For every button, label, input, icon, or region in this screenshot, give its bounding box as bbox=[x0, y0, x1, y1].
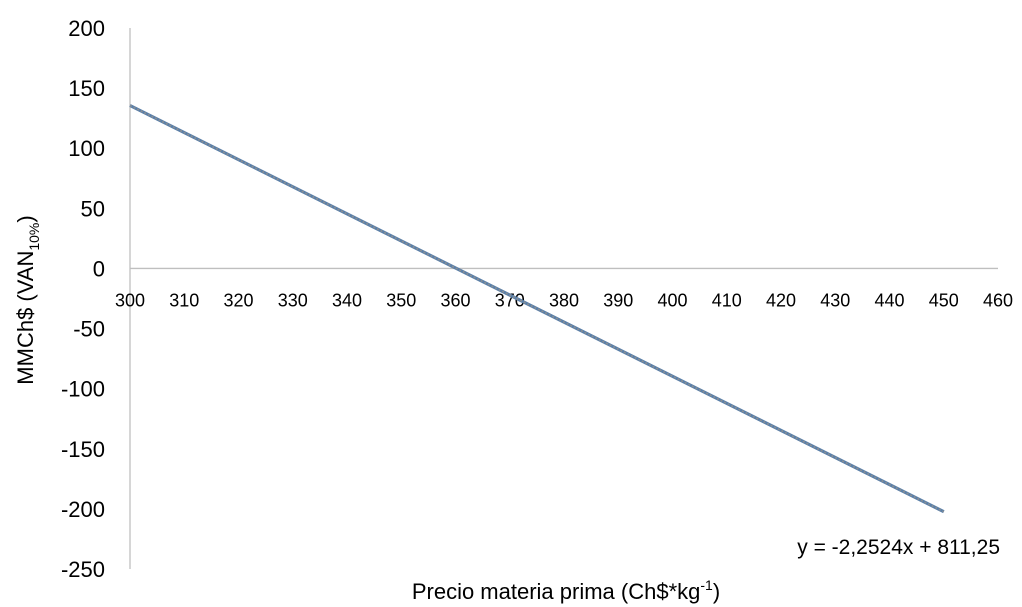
y-tick-label: 0 bbox=[93, 256, 105, 281]
y-tick-label: 50 bbox=[81, 196, 105, 221]
x-tick-label: 370 bbox=[495, 290, 525, 310]
x-tick-label: 460 bbox=[983, 290, 1013, 310]
y-tick-label: 150 bbox=[68, 76, 105, 101]
y-tick-label: -100 bbox=[61, 377, 105, 402]
x-tick-label: 310 bbox=[169, 290, 199, 310]
x-axis-title-end: ) bbox=[713, 579, 720, 604]
x-axis-title-sup: -1 bbox=[700, 577, 713, 593]
x-tick-label: 360 bbox=[440, 290, 470, 310]
x-axis-title: Precio materia prima (Ch$*kg-1) bbox=[412, 577, 720, 604]
y-tick-label: -150 bbox=[61, 437, 105, 462]
trendline-equation: y = -2,2524x + 811,25 bbox=[797, 536, 1000, 559]
x-tick-label: 300 bbox=[115, 290, 145, 310]
y-axis-title-sub: 10% bbox=[26, 223, 42, 251]
y-axis-title: MMCh$ (VAN10%) bbox=[13, 215, 42, 384]
y-tick-label: -250 bbox=[61, 557, 105, 582]
x-tick-label: 410 bbox=[712, 290, 742, 310]
x-axis-title-main: Precio materia prima (Ch$*kg bbox=[412, 579, 701, 604]
y-tick-labels: 200 150 100 50 0 -50 -100 -150 -200 -250 bbox=[61, 16, 105, 582]
axes bbox=[129, 28, 998, 569]
x-tick-label: 400 bbox=[657, 290, 687, 310]
x-tick-labels: 300 310 320 330 340 350 360 370 380 390 400 410 420 4… bbox=[115, 290, 1013, 310]
y-tick-label: 100 bbox=[68, 136, 105, 161]
x-tick-label: 430 bbox=[820, 290, 850, 310]
y-tick-label: -200 bbox=[61, 497, 105, 522]
x-tick-label: 450 bbox=[929, 290, 959, 310]
y-axis-title-main: MMCh$ (VAN bbox=[13, 251, 38, 385]
x-tick-label: 440 bbox=[874, 290, 904, 310]
y-axis-title-end: ) bbox=[13, 215, 38, 222]
y-tick-label: 200 bbox=[68, 16, 105, 41]
x-tick-label: 320 bbox=[223, 290, 253, 310]
x-tick-label: 390 bbox=[603, 290, 633, 310]
x-tick-label: 330 bbox=[278, 290, 308, 310]
x-tick-label: 420 bbox=[766, 290, 796, 310]
y-tick-label: -50 bbox=[73, 317, 105, 342]
trendline bbox=[129, 104, 945, 513]
x-tick-label: 340 bbox=[332, 290, 362, 310]
x-tick-label: 350 bbox=[386, 290, 416, 310]
x-tick-label: 380 bbox=[549, 290, 579, 310]
plot-area bbox=[129, 104, 945, 514]
